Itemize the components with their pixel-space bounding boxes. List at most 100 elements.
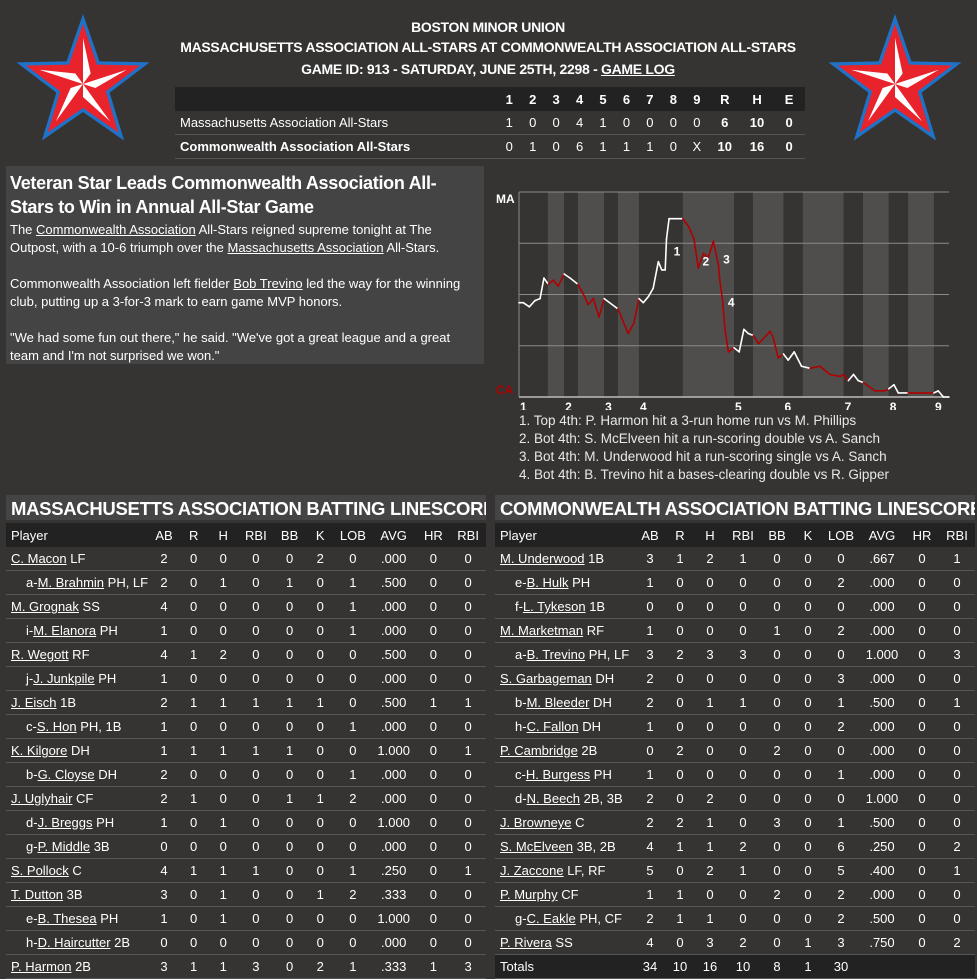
player-link[interactable]: H. Burgess [525, 767, 591, 782]
stat-r: 0 [178, 714, 209, 739]
stat-ab: 2 [149, 762, 179, 787]
stat-lob: 1 [823, 690, 859, 715]
player-link[interactable]: C. Fallon [526, 719, 579, 734]
total-k: 1 [793, 954, 823, 979]
bob-trevino-link[interactable]: Bob Trevino [233, 276, 303, 291]
batter-cell: a-B. Trevino PH, LF [495, 642, 635, 667]
batter-cell: c-H. Burgess PH [495, 762, 635, 787]
stat-ab: 3 [635, 642, 665, 667]
player-link[interactable]: B. Trevino [526, 647, 586, 662]
stat-h: 0 [695, 618, 725, 643]
win-probability-segment [819, 365, 831, 376]
stat-bb: 0 [761, 642, 793, 667]
sub-letter: d- [515, 791, 527, 806]
stat-rbi: 0 [238, 714, 274, 739]
stat-rbi: 1 [450, 690, 486, 715]
player-link[interactable]: G. Cloyse [37, 767, 95, 782]
stat-avg: 1.000 [859, 642, 905, 667]
stat-ab: 2 [149, 786, 179, 811]
stat-r: 1 [665, 547, 695, 571]
game-log-link[interactable]: GAME LOG [601, 61, 675, 77]
stat-avg: .000 [859, 714, 905, 739]
player-link[interactable]: M. Elanora [33, 623, 97, 638]
stat-ab: 2 [635, 666, 665, 691]
player-link[interactable]: J. Uglyhair [11, 791, 73, 806]
sub-letter: b- [26, 767, 38, 782]
stat-hr: 0 [416, 594, 451, 619]
stat-rbi: 0 [939, 714, 975, 739]
stat-avg: .000 [859, 738, 905, 763]
batter-cell: g-C. Eakle PH, CF [495, 906, 635, 931]
stat-r: 1 [178, 690, 209, 715]
player-position: CF [72, 791, 94, 806]
stat-rbi: 0 [450, 547, 486, 571]
stat-r: 0 [178, 810, 209, 835]
linescore-col-header: R [708, 87, 741, 111]
player-link[interactable]: C. Macon [11, 551, 67, 566]
player-link[interactable]: P. Murphy [500, 887, 558, 902]
player-link[interactable]: J. Zaccone [500, 863, 564, 878]
inning-tick-label: 2 [565, 400, 572, 410]
batter-row: M. Underwood 1B 3 1 2 1 0 0 0.667 0 1 [495, 547, 975, 571]
player-link[interactable]: M. Bleeder [526, 695, 590, 710]
player-link[interactable]: J. Breggs [37, 815, 93, 830]
batter-row: S. Garbageman DH 2 0 0 0 0 0 3.000 0 0 [495, 666, 975, 691]
player-link[interactable]: D. Haircutter [37, 935, 111, 950]
player-link[interactable]: P. Cambridge [500, 743, 578, 758]
player-link[interactable]: P. Harmon [11, 959, 72, 974]
player-link[interactable]: S. Pollock [11, 863, 69, 878]
player-link[interactable]: S. Hon [36, 719, 77, 734]
player-link[interactable]: M. Underwood [500, 551, 585, 566]
commonwealth-association-link[interactable]: Commonwealth Association [36, 222, 196, 237]
player-link[interactable]: P. Middle [37, 839, 91, 854]
player-link[interactable]: P. Rivera [500, 935, 552, 950]
stat-bb: 0 [761, 834, 793, 859]
stat-k: 0 [793, 690, 823, 715]
stat-r: 0 [178, 570, 209, 595]
stat-h: 0 [695, 738, 725, 763]
player-link[interactable]: C. Eakle [526, 911, 576, 926]
stat-h: 3 [695, 642, 725, 667]
player-link[interactable]: M. Grognak [11, 599, 79, 614]
stat-ab: 1 [635, 882, 665, 907]
stat-lob: 6 [823, 834, 859, 859]
win-probability-segment [534, 297, 541, 302]
player-link[interactable]: M. Brahmin [37, 575, 105, 590]
player-link[interactable]: L. Tykeson [522, 599, 586, 614]
player-link[interactable]: B. Hulk [526, 575, 569, 590]
sub-letter: g- [26, 839, 38, 854]
batter-cell: d-N. Beech 2B, 3B [495, 786, 635, 811]
stat-ab: 1 [635, 618, 665, 643]
player-link[interactable]: R. Wegott [11, 647, 69, 662]
player-link[interactable]: J. Browneye [500, 815, 572, 830]
player-link[interactable]: S. Garbageman [500, 671, 592, 686]
total-e: 0 [773, 134, 805, 159]
player-link[interactable]: T. Dutton [11, 887, 64, 902]
stat-r: 0 [665, 666, 695, 691]
stat-r: 0 [178, 762, 209, 787]
stat-rbi: 0 [238, 834, 274, 859]
stat-h: 0 [208, 834, 239, 859]
batter-cell: M. Underwood 1B [495, 547, 635, 571]
player-link[interactable]: B. Thesea [37, 911, 97, 926]
win-probability-segment [847, 373, 855, 382]
stat-hr: 0 [416, 786, 451, 811]
article-paragraph: Commonwealth Association left fielder Bo… [10, 275, 477, 311]
player-link[interactable]: J. Junkpile [33, 671, 95, 686]
player-link[interactable]: N. Beech [526, 791, 581, 806]
chart-notes: 1. Top 4th: P. Harmon hit a 3-run home r… [519, 412, 889, 484]
linescore-col-header: 6 [614, 87, 639, 111]
stat-rbi: 2 [939, 930, 975, 955]
away-batting-table: Player AB R H RBI BB K LOB AVG HR RBI C. Macon LF 2 0… [6, 523, 486, 979]
player-link[interactable]: K. Kilgore [11, 743, 68, 758]
stat-hr: 0 [416, 858, 451, 883]
player-link[interactable]: J. Eisch [11, 695, 57, 710]
stat-hr: 0 [905, 547, 939, 571]
player-link[interactable]: S. McElveen [500, 839, 573, 854]
win-probability-segment [829, 373, 842, 378]
win-probability-segment [809, 365, 821, 370]
column-header-rbi: RBI [450, 523, 486, 547]
massachusetts-association-link[interactable]: Massachusetts Association [227, 240, 384, 255]
player-link[interactable]: M. Marketman [500, 623, 584, 638]
stat-avg: 1.000 [859, 786, 905, 811]
